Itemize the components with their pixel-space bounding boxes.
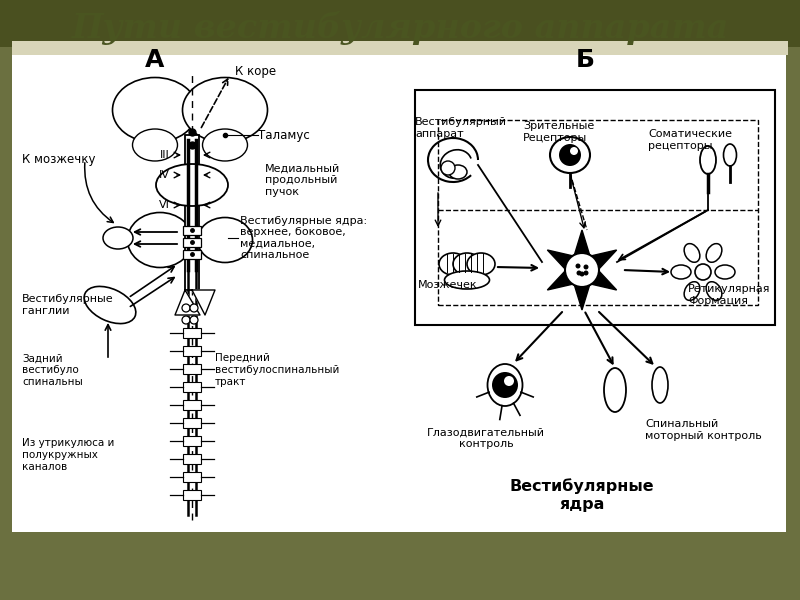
- Text: Вестибулярные
ганглии: Вестибулярные ганглии: [22, 294, 114, 316]
- Ellipse shape: [84, 286, 136, 323]
- Text: Глазодвигательный
контроль: Глазодвигательный контроль: [427, 427, 545, 449]
- Circle shape: [182, 304, 190, 312]
- Ellipse shape: [706, 282, 722, 301]
- Ellipse shape: [156, 164, 228, 206]
- Circle shape: [182, 316, 190, 324]
- Bar: [183, 226, 201, 235]
- Circle shape: [190, 304, 198, 312]
- Bar: [183, 490, 201, 500]
- Polygon shape: [175, 290, 200, 315]
- Bar: [415, 90, 775, 325]
- Circle shape: [570, 147, 578, 155]
- Bar: [183, 238, 201, 247]
- Circle shape: [565, 253, 599, 287]
- Circle shape: [583, 271, 589, 275]
- Text: Передний
вестибулоспинальный
тракт: Передний вестибулоспинальный тракт: [215, 353, 339, 386]
- Text: Соматические
рецепторы: Соматические рецепторы: [648, 129, 732, 151]
- Circle shape: [583, 265, 589, 269]
- Bar: [183, 250, 201, 259]
- Circle shape: [579, 271, 585, 277]
- Text: Спинальный
моторный контроль: Спинальный моторный контроль: [645, 419, 762, 441]
- Text: Мозжечек: Мозжечек: [418, 280, 478, 290]
- Bar: [183, 328, 201, 338]
- Ellipse shape: [550, 137, 590, 173]
- Ellipse shape: [445, 271, 490, 289]
- Circle shape: [190, 316, 198, 324]
- Text: Медиальный
продольный
пучок: Медиальный продольный пучок: [265, 163, 340, 197]
- Text: Б: Б: [575, 48, 594, 72]
- Circle shape: [695, 264, 711, 280]
- Circle shape: [492, 372, 518, 398]
- Text: А: А: [146, 48, 165, 72]
- Text: Пути вестибулярного аппарата: Пути вестибулярного аппарата: [71, 11, 729, 45]
- Text: Вестибулярные ядра:
верхнее, боковое,
медиальное,
спинальное: Вестибулярные ядра: верхнее, боковое, ме…: [240, 215, 367, 260]
- Ellipse shape: [198, 217, 253, 263]
- Circle shape: [575, 263, 581, 269]
- Ellipse shape: [449, 165, 467, 179]
- Ellipse shape: [103, 227, 133, 249]
- Ellipse shape: [715, 265, 735, 279]
- Text: Зрительные
Рецепторы: Зрительные Рецепторы: [523, 121, 594, 143]
- Polygon shape: [547, 230, 617, 310]
- Bar: [185, 135, 199, 290]
- Bar: [183, 436, 201, 446]
- Bar: [12, 50, 786, 535]
- Ellipse shape: [604, 368, 626, 412]
- Ellipse shape: [487, 364, 522, 406]
- Ellipse shape: [113, 77, 198, 142]
- Ellipse shape: [453, 253, 481, 275]
- Ellipse shape: [723, 144, 737, 166]
- Text: IV: IV: [159, 170, 170, 180]
- Bar: [183, 346, 201, 356]
- Ellipse shape: [439, 253, 467, 275]
- Text: Вестибулярный
аппарат: Вестибулярный аппарат: [415, 117, 507, 139]
- Text: К коре: К коре: [235, 65, 276, 79]
- Bar: [0, 0, 800, 47]
- Bar: [183, 382, 201, 392]
- Text: III: III: [160, 150, 170, 160]
- Circle shape: [441, 161, 455, 175]
- Ellipse shape: [684, 282, 700, 301]
- Text: Вестибулярные
ядра: Вестибулярные ядра: [510, 478, 654, 512]
- Bar: [183, 364, 201, 374]
- Text: Ретикулярная
Формация: Ретикулярная Формация: [688, 284, 770, 306]
- Circle shape: [559, 144, 581, 166]
- Ellipse shape: [127, 212, 193, 268]
- Ellipse shape: [706, 244, 722, 262]
- Polygon shape: [192, 290, 215, 315]
- Bar: [183, 454, 201, 464]
- Ellipse shape: [671, 265, 691, 279]
- Text: К мозжечку: К мозжечку: [22, 154, 95, 166]
- Ellipse shape: [202, 129, 247, 161]
- Bar: [438, 120, 758, 305]
- Text: Задний
вестибуло
спинальны: Задний вестибуло спинальны: [22, 353, 82, 386]
- Ellipse shape: [467, 253, 495, 275]
- Ellipse shape: [652, 367, 668, 403]
- Bar: [183, 472, 201, 482]
- Ellipse shape: [700, 146, 716, 174]
- Bar: [183, 418, 201, 428]
- Text: Таламус: Таламус: [258, 128, 310, 142]
- Text: VI: VI: [159, 200, 170, 210]
- Bar: [183, 400, 201, 410]
- Text: Из утрикулюса и
полукружных
каналов: Из утрикулюса и полукружных каналов: [22, 439, 114, 472]
- Ellipse shape: [133, 129, 178, 161]
- Ellipse shape: [182, 77, 267, 142]
- Ellipse shape: [684, 244, 700, 262]
- Circle shape: [577, 271, 582, 275]
- Circle shape: [504, 376, 514, 386]
- Bar: [0, 532, 800, 600]
- Bar: [12, 41, 788, 55]
